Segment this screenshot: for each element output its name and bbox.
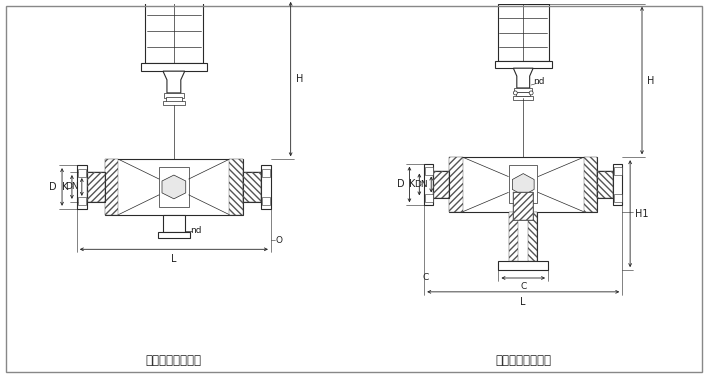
Bar	[229, 159, 243, 215]
Bar	[513, 192, 533, 220]
Text: DN: DN	[65, 183, 79, 191]
Bar	[159, 167, 189, 207]
Text: K: K	[409, 180, 416, 190]
Bar	[105, 159, 118, 215]
Bar	[426, 167, 433, 175]
Bar	[514, 88, 532, 92]
Bar	[598, 171, 613, 198]
Bar	[509, 165, 537, 203]
Text: H: H	[296, 74, 303, 84]
Polygon shape	[163, 71, 185, 93]
Bar	[243, 172, 261, 202]
Text: nd: nd	[533, 77, 545, 86]
Bar	[78, 197, 86, 205]
Bar	[509, 212, 518, 261]
Bar	[141, 63, 207, 71]
Bar	[513, 96, 533, 100]
Bar	[598, 171, 613, 198]
Bar	[261, 165, 271, 209]
Bar	[449, 157, 598, 212]
Bar	[513, 192, 533, 220]
Text: DN: DN	[415, 180, 428, 189]
Bar	[105, 159, 243, 215]
Text: D: D	[397, 180, 404, 190]
Text: 电动三通阀结构图: 电动三通阀结构图	[495, 354, 552, 367]
Text: H: H	[647, 76, 654, 86]
Bar	[498, 4, 549, 61]
Bar	[509, 212, 537, 261]
Bar	[433, 171, 449, 198]
Bar	[158, 233, 190, 238]
Bar	[163, 215, 185, 233]
Bar	[426, 194, 433, 202]
Text: 电动二通阀结构图: 电动二通阀结构图	[146, 354, 202, 367]
Bar	[615, 167, 622, 175]
Bar	[583, 157, 598, 212]
Bar	[77, 165, 87, 209]
Text: O: O	[276, 236, 282, 245]
Bar	[78, 169, 86, 177]
Bar	[262, 197, 270, 205]
Bar	[243, 172, 261, 202]
Bar	[424, 164, 433, 205]
Bar	[613, 164, 622, 205]
Bar	[449, 157, 463, 212]
Bar	[615, 194, 622, 202]
Bar	[87, 172, 105, 202]
Text: C: C	[520, 282, 526, 291]
Bar	[495, 61, 552, 68]
Bar	[163, 101, 185, 105]
Bar	[516, 92, 530, 96]
Bar	[87, 172, 105, 202]
Text: L: L	[520, 297, 526, 307]
Bar	[498, 261, 548, 270]
Bar	[164, 93, 184, 98]
Polygon shape	[162, 175, 185, 199]
Text: H1: H1	[635, 209, 649, 219]
Circle shape	[529, 91, 533, 95]
Polygon shape	[513, 68, 533, 88]
Bar	[433, 171, 449, 198]
Circle shape	[513, 91, 518, 95]
Text: nd: nd	[190, 226, 201, 235]
Bar	[166, 97, 182, 102]
Text: C: C	[423, 273, 429, 282]
Bar	[145, 0, 202, 63]
Bar	[528, 212, 537, 261]
Text: L: L	[171, 254, 176, 264]
Text: D: D	[50, 182, 57, 192]
Polygon shape	[513, 174, 534, 195]
Text: K: K	[62, 182, 68, 192]
Bar	[262, 169, 270, 177]
